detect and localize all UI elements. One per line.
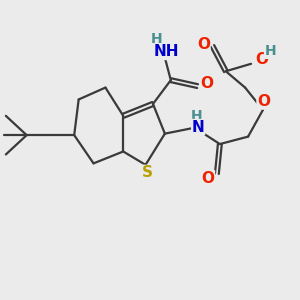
Text: N: N: [192, 120, 205, 135]
Text: O: O: [255, 52, 268, 67]
Text: H: H: [190, 109, 202, 123]
Text: H: H: [265, 44, 276, 58]
Text: O: O: [200, 76, 213, 91]
Text: S: S: [142, 165, 152, 180]
Text: O: O: [202, 171, 214, 186]
Text: O: O: [197, 37, 210, 52]
Text: NH: NH: [154, 44, 179, 59]
Text: O: O: [257, 94, 270, 109]
Text: H: H: [151, 32, 163, 46]
